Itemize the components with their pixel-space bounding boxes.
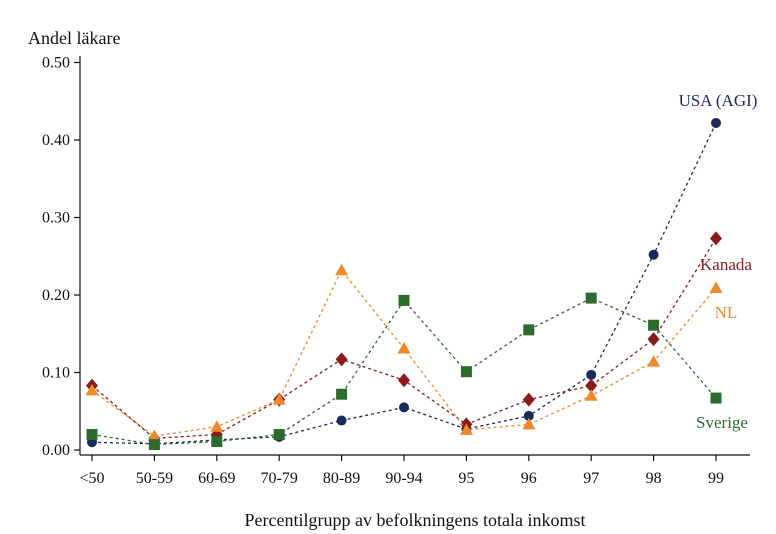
data-point-kanada xyxy=(335,352,348,367)
data-point-sverige xyxy=(585,292,597,304)
data-point-nl xyxy=(210,420,224,432)
series-label-usa-agi: USA (AGI) xyxy=(679,91,758,110)
data-point-sverige xyxy=(398,294,410,306)
data-point-nl xyxy=(272,393,286,405)
x-ticks: <50 50-59 60-69 70-79 80-89 90-94 95 96 97 98 99 xyxy=(79,455,724,487)
data-point-nl xyxy=(584,389,598,401)
data-point-sverige xyxy=(273,429,285,440)
x-tick-label: 98 xyxy=(646,470,662,487)
data-point-usa-agi xyxy=(336,415,347,426)
x-axis-title: Percentilgrupp av befolkningens totala i… xyxy=(245,510,586,530)
data-point-usa-agi xyxy=(711,117,721,128)
data-point-usa-agi xyxy=(523,410,534,421)
data-point-nl xyxy=(647,355,661,367)
data-point-kanada xyxy=(398,373,410,388)
x-tick-label: 90-94 xyxy=(385,470,422,487)
y-tick-label: 0.10 xyxy=(42,365,70,382)
y-tick-label: 0.30 xyxy=(42,210,70,227)
data-point-kanada xyxy=(710,231,722,246)
data-point-sverige xyxy=(460,366,472,378)
y-ticks: 0.00 0.10 0.20 0.30 0.40 0.50 xyxy=(42,55,80,459)
series-line-sverige xyxy=(91,297,717,446)
x-tick-label: 50-59 xyxy=(136,470,173,487)
series-label-nl: NL xyxy=(715,303,738,322)
x-tick-label: 80-89 xyxy=(323,470,360,487)
data-point-usa-agi xyxy=(586,369,597,380)
x-tick-label: 60-69 xyxy=(198,470,235,487)
data-point-nl xyxy=(335,263,349,276)
data-point-sverige xyxy=(523,324,535,336)
data-point-sverige xyxy=(336,388,348,400)
data-point-usa-agi xyxy=(399,402,409,413)
x-tick-label: 95 xyxy=(458,470,474,487)
x-tick-label: 97 xyxy=(583,470,599,487)
data-point-sverige xyxy=(148,439,160,451)
data-point-nl xyxy=(85,383,99,396)
data-point-sverige xyxy=(86,429,98,440)
data-point-kanada xyxy=(522,392,535,407)
data-point-sverige xyxy=(710,392,722,404)
data-point-usa-agi xyxy=(648,249,659,260)
data-point-nl xyxy=(522,417,536,430)
series-line-usa-agi xyxy=(91,122,717,445)
x-tick-label: 99 xyxy=(708,470,724,487)
data-point-kanada xyxy=(585,378,598,393)
series-label-kanada: Kanada xyxy=(700,255,752,274)
series-layer xyxy=(85,117,723,451)
data-point-nl xyxy=(459,423,473,435)
data-point-sverige xyxy=(211,435,223,447)
x-tick-label: 70-79 xyxy=(261,470,298,487)
data-point-nl xyxy=(397,341,411,354)
data-point-nl xyxy=(709,281,723,294)
y-tick-label: 0.40 xyxy=(42,132,70,149)
series-label-sverige: Sverige xyxy=(696,413,748,432)
data-point-kanada xyxy=(647,332,660,347)
y-tick-label: 0.50 xyxy=(42,55,70,72)
y-tick-label: 0.20 xyxy=(42,287,70,304)
y-axis-title: Andel läkare xyxy=(28,28,120,48)
series-labels: USA (AGI) Kanada NL Sverige xyxy=(679,91,758,432)
data-point-sverige xyxy=(648,319,660,331)
x-tick-label: <50 xyxy=(79,470,104,487)
x-tick-label: 96 xyxy=(521,470,537,487)
data-point-nl xyxy=(147,429,161,442)
y-tick-label: 0.00 xyxy=(42,442,70,459)
